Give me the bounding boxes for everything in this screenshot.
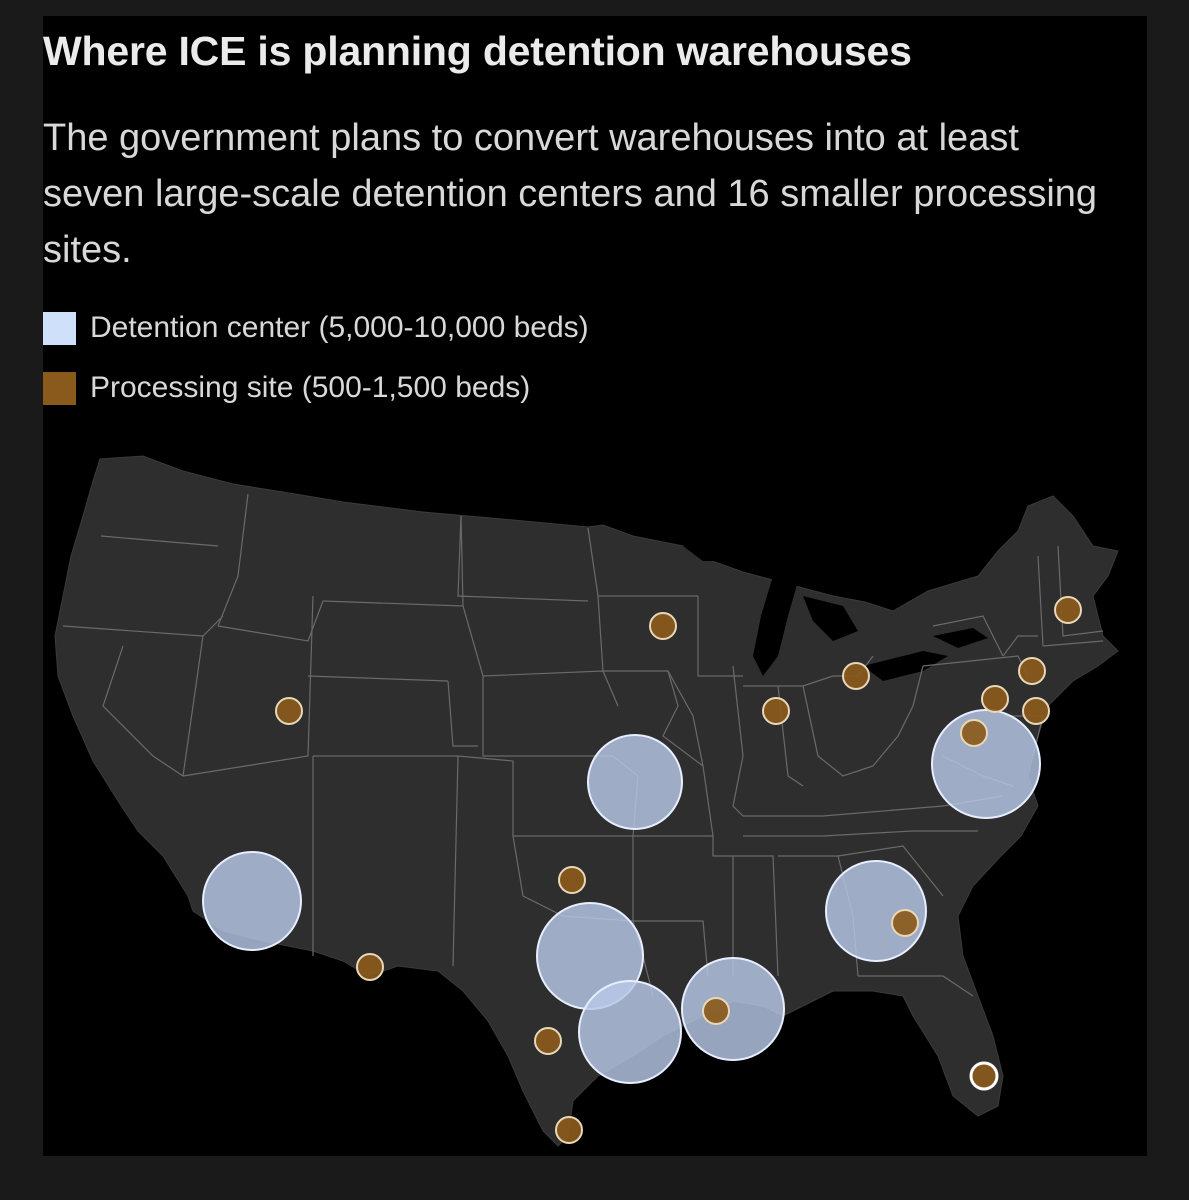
processing-site-maryland[interactable]: [960, 719, 988, 747]
processing-site-new-jersey[interactable]: [1022, 697, 1050, 725]
detention-center-houston[interactable]: [578, 980, 682, 1084]
processing-site-el-paso[interactable]: [356, 953, 384, 981]
processing-site-louisiana[interactable]: [702, 997, 730, 1025]
processing-site-new-hampshire[interactable]: [1054, 596, 1082, 624]
processing-site-minnesota[interactable]: [649, 612, 677, 640]
graphic-panel: Where ICE is planning detention warehous…: [43, 16, 1147, 1156]
legend-swatch-processing: [43, 371, 76, 405]
detention-center-louisiana[interactable]: [681, 957, 785, 1061]
processing-site-oklahoma[interactable]: [558, 866, 586, 894]
detention-center-arizona[interactable]: [202, 851, 302, 951]
processing-site-san-antonio[interactable]: [534, 1027, 562, 1055]
processing-site-utah[interactable]: [275, 697, 303, 725]
page-subtitle: The government plans to convert warehous…: [43, 117, 1098, 271]
great-lakes: [683, 534, 988, 681]
legend-item-detention: Detention center (5,000-10,000 beds): [43, 311, 589, 345]
processing-site-south-texas[interactable]: [555, 1116, 583, 1144]
us-map: [54, 455, 1119, 1147]
legend-label-processing: Processing site (500-1,500 beds): [90, 371, 531, 404]
legend-item-processing: Processing site (500-1,500 beds): [43, 371, 530, 405]
legend-swatch-detention: [43, 311, 76, 345]
processing-site-chicago[interactable]: [762, 697, 790, 725]
page-title: Where ICE is planning detention warehous…: [43, 28, 912, 74]
detention-center-kansas-city[interactable]: [587, 734, 683, 830]
legend-label-detention: Detention center (5,000-10,000 beds): [90, 311, 589, 344]
processing-site-new-york[interactable]: [1018, 657, 1046, 685]
processing-site-florida[interactable]: [969, 1061, 999, 1091]
processing-sites: [275, 596, 1082, 1144]
detention-centers: [202, 709, 1041, 1084]
processing-site-michigan[interactable]: [842, 662, 870, 690]
processing-site-georgia[interactable]: [891, 909, 919, 937]
detention-center-virginia[interactable]: [931, 709, 1041, 819]
processing-site-pennsylvania[interactable]: [981, 685, 1009, 713]
